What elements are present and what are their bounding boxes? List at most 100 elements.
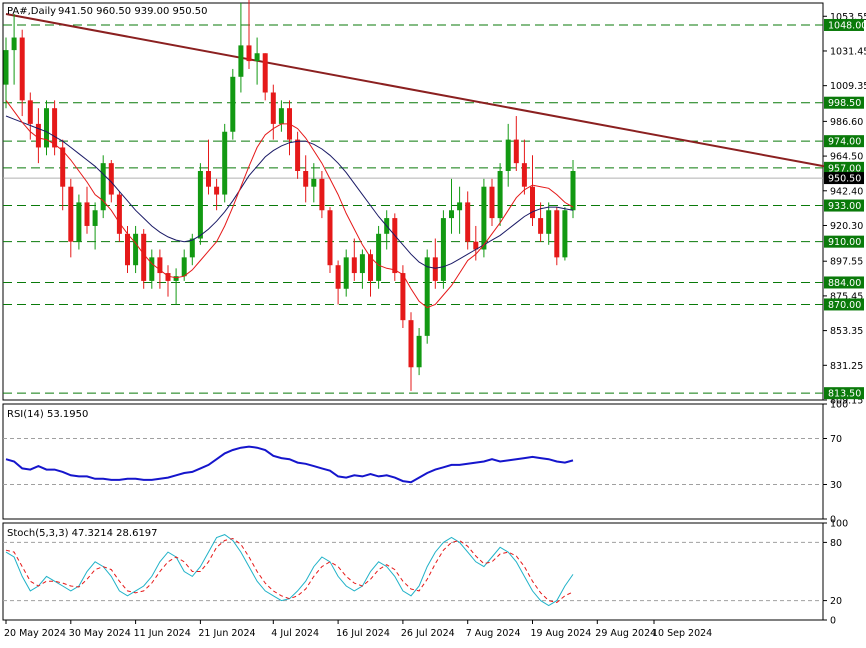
price-tick-label: 809.15 (830, 396, 863, 407)
level-price-tag-label: 933.00 (828, 201, 861, 212)
moving-averages-layer (5, 100, 574, 309)
candle-body-bull (11, 37, 17, 51)
candle-body-bear (392, 218, 398, 274)
candles-layer (3, 0, 576, 391)
candle-body-bear (84, 202, 90, 226)
candle-body-bull (359, 254, 365, 274)
stoch-panel-frame (2, 522, 824, 621)
candle-body-bear (538, 218, 544, 234)
rsi-tick-label: 30 (830, 480, 842, 491)
level-price-tag-label: 974.00 (828, 137, 861, 148)
candle-body-bull (440, 218, 446, 281)
level-price-tag (824, 199, 864, 212)
candle-body-bull (497, 171, 503, 219)
candle-body-bear (19, 37, 25, 101)
candle-body-bear (513, 139, 519, 164)
rsi-tick-label: 70 (830, 434, 842, 445)
rsi-panel-frame (2, 403, 824, 520)
ohlc-label: 941.50 960.50 939.00 950.50 (58, 6, 208, 17)
candle-body-bear (68, 186, 74, 242)
candle-body-bull (100, 163, 106, 211)
price-tick-label: 942.40 (830, 186, 863, 197)
price-tick-label: 831.25 (830, 361, 863, 372)
candle-body-bear (35, 123, 41, 148)
rsi-layer: 100 70 30 0 (3, 400, 848, 526)
candle-body-bear (303, 171, 309, 187)
symbol-label: PA#,Daily (7, 6, 56, 17)
candle-body-bear (125, 233, 130, 266)
main-panel-frame (2, 2, 824, 401)
candle-body-bull (416, 335, 422, 368)
stoch-title: Stoch(5,3,3) 47.3214 28.6197 (7, 528, 158, 539)
level-price-tag (824, 235, 864, 248)
stoch-tick-label: 20 (830, 596, 842, 607)
trendline (5, 13, 825, 168)
candle-body-bear (262, 53, 268, 93)
stochastic-layer: 100 80 20 0 (3, 519, 848, 627)
price-tick-label: 964.50 (830, 152, 863, 163)
moving-average-slow (5, 115, 574, 269)
current-price-tag (824, 172, 864, 185)
candle-body-bear (270, 92, 276, 124)
price-tick-label: 897.55 (830, 257, 863, 268)
candle-body-bull (449, 210, 454, 219)
price-axis: 1053.551031.451009.35986.60964.50942.409… (823, 12, 866, 407)
level-price-tag (824, 161, 864, 174)
level-price-tag (824, 135, 864, 148)
rsi-line (5, 445, 574, 484)
candle-body-bear (351, 257, 357, 274)
candle-body-bull (505, 139, 511, 172)
level-price-tag (824, 276, 864, 289)
candle-body-bear (400, 273, 406, 321)
level-price-tag-label: 910.00 (828, 237, 861, 248)
candle-body-bull (197, 171, 203, 239)
candle-body-bear (530, 186, 535, 219)
time-tick-label: 7 Aug 2024 (466, 628, 521, 639)
price-tick-label: 920.30 (830, 221, 863, 232)
candle-body-bear (335, 265, 341, 289)
time-tick-label: 4 Jul 2024 (271, 628, 319, 639)
candle-body-bear (27, 100, 33, 124)
level-price-tag-label: 870.00 (828, 300, 861, 311)
level-price-tag (824, 298, 864, 311)
moving-average-fast (5, 100, 574, 309)
candle-body-bear (295, 139, 301, 172)
level-price-tag-label: 884.00 (828, 278, 861, 289)
candle-body-bull (481, 186, 487, 250)
level-price-tag-label: 813.50 (828, 389, 861, 400)
trendline-layer (5, 13, 825, 168)
price-tick-label: 1053.55 (830, 12, 866, 23)
time-tick-label: 26 Jul 2024 (401, 628, 455, 639)
candle-body-bear (408, 320, 414, 368)
candle-body-bull (181, 257, 187, 277)
candle-body-bull (424, 257, 430, 336)
price-tick-label: 986.60 (830, 117, 863, 128)
stoch-tick-label: 100 (830, 519, 848, 530)
candle-body-bull (44, 108, 49, 148)
price-tick-label: 853.35 (830, 326, 863, 337)
candle-body-bull (562, 210, 568, 258)
rsi-tick-label: 100 (830, 400, 848, 411)
candle-body-bear (165, 273, 171, 281)
candle-body-bull (222, 131, 228, 195)
candle-body-bear (319, 178, 325, 211)
candle-body-bear (157, 257, 163, 274)
candle-body-bull (376, 233, 382, 281)
candle-body-bear (473, 241, 479, 250)
time-tick-label: 10 Sep 2024 (652, 628, 712, 639)
candle-body-bear (465, 202, 471, 242)
candle-body-bull (92, 210, 98, 226)
candle-body-bull (570, 171, 576, 211)
candle-body-bear (52, 108, 58, 148)
candle-body-bear (432, 257, 438, 281)
candle-body-bull (189, 238, 195, 258)
level-price-tag (824, 18, 864, 31)
candle-body-bear (246, 45, 252, 62)
candle-body-bear (116, 194, 122, 234)
candle-body-bull (3, 50, 9, 85)
time-tick-label: 11 Jun 2024 (134, 628, 191, 639)
candle-body-bear (214, 186, 220, 195)
time-tick-label: 21 Jun 2024 (198, 628, 255, 639)
